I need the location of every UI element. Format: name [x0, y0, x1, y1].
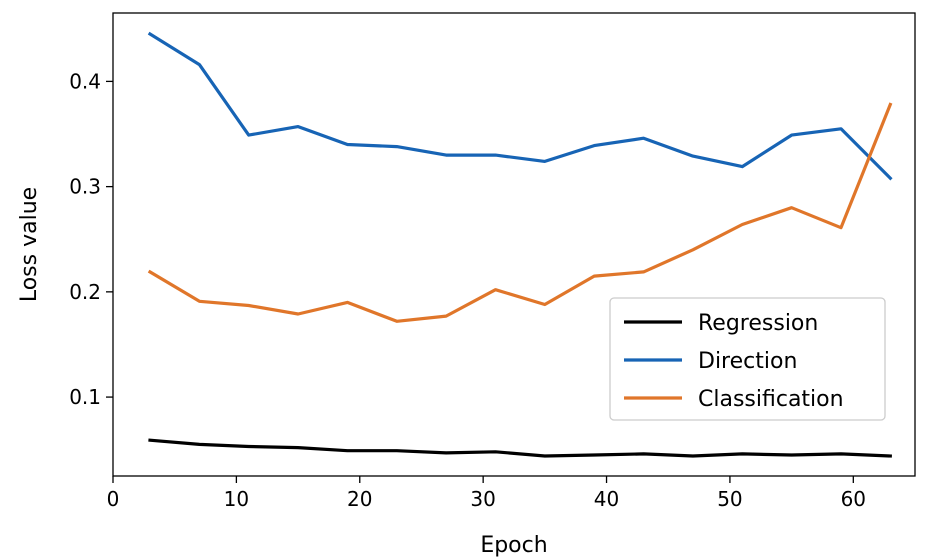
y-axis-label: Loss value: [17, 187, 42, 302]
x-axis-ticks: 0 10 20 30 40 50 60: [107, 476, 866, 511]
series-line-classification: [147, 102, 893, 323]
y-axis-ticks: 0.1 0.2 0.3 0.4: [69, 69, 113, 409]
series-lines: [147, 31, 893, 458]
y-tick-label: 0.4: [69, 69, 101, 93]
y-tick-label: 0.2: [69, 280, 101, 304]
y-tick-label: 0.1: [69, 385, 101, 409]
y-tick-label: 0.3: [69, 175, 101, 199]
x-tick-label: 0: [107, 487, 120, 511]
x-tick-label: 20: [347, 487, 372, 511]
x-tick-label: 50: [717, 487, 742, 511]
plot-area-frame: [112, 12, 916, 477]
legend-label-regression: Regression: [698, 311, 818, 336]
x-tick-label: 10: [224, 487, 249, 511]
series-line-regression: [148, 438, 892, 458]
legend-label-direction: Direction: [698, 349, 797, 374]
series-line-direction: [147, 31, 893, 181]
legend-box: [609, 297, 886, 421]
legend: Regression Direction Classification: [609, 297, 886, 421]
x-tick-label: 40: [594, 487, 619, 511]
x-tick-label: 60: [841, 487, 866, 511]
x-tick-label: 30: [470, 487, 495, 511]
legend-label-classification: Classification: [698, 387, 844, 412]
x-axis-label: Epoch: [480, 533, 547, 557]
